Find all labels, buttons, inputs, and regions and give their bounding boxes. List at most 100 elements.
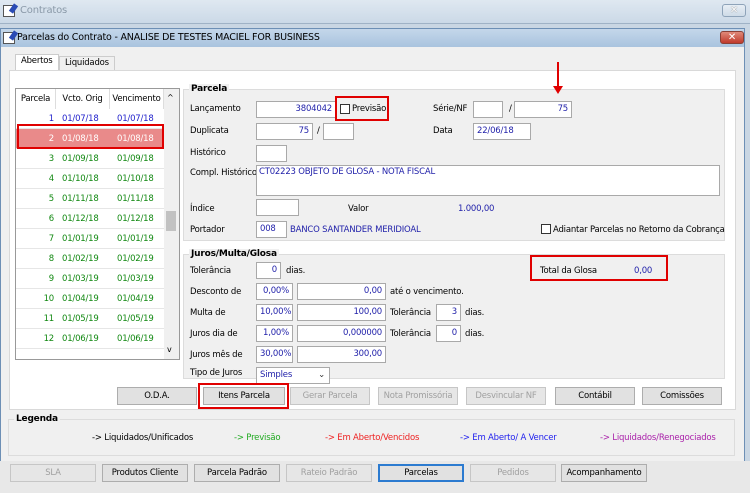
duplicata-field[interactable]: 75 [256,123,313,140]
table-row[interactable]: 9 01/03/19 01/03/19 [16,269,164,289]
tolerancia-label: Tolerância [190,266,231,276]
outer-title-bar: Contratos ✕ [0,0,750,24]
col-vencimento[interactable]: Vencimento [110,89,164,109]
table-row[interactable]: 3 01/09/18 01/09/18 [16,149,164,169]
cell-vencimento: 01/06/19 [117,334,154,344]
portador-label: Portador [190,225,225,235]
legend-item: -> Em Aberto/Vencidos [325,433,420,443]
col-vcto-orig[interactable]: Vcto. Orig [56,89,110,109]
table-row[interactable]: 5 01/11/18 01/11/18 [16,189,164,209]
juros-mes-value-field[interactable]: 300,00 [297,346,386,363]
contract-icon [3,5,15,17]
grid-scrollbar[interactable]: ^ v [164,89,179,359]
data-field[interactable]: 22/06/18 [473,123,531,140]
sla-button[interactable]: SLA [10,464,96,482]
tab-liquidados[interactable]: Liquidados [59,56,115,70]
data-label: Data [433,126,453,136]
cell-vencimento: 01/08/18 [117,134,154,144]
multa-pct-field[interactable]: 10,00% [256,304,293,321]
indice-field[interactable] [256,199,299,216]
table-row[interactable]: 6 01/12/18 01/12/18 [16,209,164,229]
desconto-pct-field[interactable]: 0,00% [256,283,293,300]
cell-parcela: 11 [43,314,55,324]
juros-dia-tolerancia-field[interactable]: 0 [436,325,461,342]
multa-value-field[interactable]: 100,00 [297,304,386,321]
tipo-juros-select[interactable]: Simples ⌄ [256,367,330,384]
legend-item: -> Liquidados/Unificados [92,433,194,443]
juros-dia-pct-field[interactable]: 1,00% [256,325,293,342]
nf-field[interactable]: 75 [514,101,572,118]
close-button[interactable]: ✕ [720,31,744,44]
contabil-button[interactable]: Contábil [555,387,635,405]
cell-vcto-orig: 01/10/18 [62,174,99,184]
oda-button[interactable]: O.D.A. [117,387,197,405]
portador-code-field[interactable]: 008 [256,221,287,238]
compl-historico-label: Compl. Histórico [190,168,257,178]
col-parcela[interactable]: Parcela [16,89,56,109]
table-row[interactable]: 10 01/04/19 01/04/19 [16,289,164,309]
cell-vencimento: 01/04/19 [117,294,154,304]
cell-parcela: 10 [43,294,55,304]
ate-vencimento-label: até o vencimento. [390,287,464,297]
adiantar-label: Adiantar Parcelas no Retorno da Cobrança [553,225,725,235]
cell-parcela: 5 [48,194,54,204]
cell-vcto-orig: 01/04/19 [62,294,99,304]
historico-field[interactable] [256,145,287,162]
acompanhamento-button[interactable]: Acompanhamento [561,464,647,482]
parcelas-button[interactable]: Parcelas [378,464,464,482]
desconto-label: Desconto de [190,287,242,297]
scroll-up-icon[interactable]: ^ [167,93,174,102]
cell-parcela: 4 [48,174,54,184]
tolerancia-field[interactable]: 0 [256,262,281,279]
previsao-checkbox[interactable] [340,104,350,114]
tipo-juros-label: Tipo de Juros [190,368,243,378]
desconto-value-field[interactable]: 0,00 [297,283,386,300]
dias-label: dias. [286,266,306,276]
juros-dia-tolerancia-label: Tolerância [390,329,431,339]
duplicata2-field[interactable] [323,123,354,140]
desvincular-nf-button[interactable]: Desvincular NF [466,387,546,405]
compl-historico-field[interactable]: CT02223 OBJETO DE GLOSA - NOTA FISCAL [256,165,720,196]
juros-mes-pct-field[interactable]: 30,00% [256,346,293,363]
outer-close-button[interactable]: ✕ [722,4,746,17]
cell-vcto-orig: 01/06/19 [62,334,99,344]
table-row[interactable]: 4 01/10/18 01/10/18 [16,169,164,189]
itens-parcela-button[interactable]: Itens Parcela [203,387,285,405]
legend-item: -> Liquidados/Renegociados [600,433,716,443]
comissoes-button[interactable]: Comissões [642,387,722,405]
table-row[interactable]: 8 01/02/19 01/02/19 [16,249,164,269]
table-row[interactable]: 1 01/07/18 01/07/18 [16,109,164,129]
pedidos-button[interactable]: Pedidos [470,464,556,482]
table-row[interactable]: 7 01/01/19 01/01/19 [16,229,164,249]
cell-vencimento: 01/11/18 [117,194,154,204]
annotation-highlight [198,383,289,409]
parcelas-grid[interactable]: Parcela Vcto. Orig Vencimento 1 01/07/18… [15,88,180,360]
parcela-padrao-button[interactable]: Parcela Padrão [194,464,280,482]
tab-abertos[interactable]: Abertos [15,54,59,70]
produtos-cliente-button[interactable]: Produtos Cliente [102,464,188,482]
cell-parcela: 9 [48,274,54,284]
dias-label: dias. [465,329,485,339]
total-glosa-label: Total da Glosa [540,266,597,276]
gerar-parcela-button[interactable]: Gerar Parcela [290,387,370,405]
rateio-padrao-button[interactable]: Rateio Padrão [286,464,372,482]
scroll-down-icon[interactable]: v [167,345,172,354]
outer-window-title: Contratos [20,5,68,16]
lancamento-field[interactable]: 3804042 [256,101,336,118]
scroll-thumb[interactable] [166,211,176,231]
cell-vcto-orig: 01/11/18 [62,194,99,204]
duplicata-label: Duplicata [190,126,229,136]
slash: / [317,126,320,136]
multa-tolerancia-field[interactable]: 3 [436,304,461,321]
table-row[interactable]: 11 01/05/19 01/05/19 [16,309,164,329]
adiantar-checkbox[interactable] [541,224,551,234]
cell-parcela: 8 [48,254,54,264]
serie-field[interactable] [473,101,503,118]
contract-icon [3,32,15,44]
portador-name: BANCO SANTANDER MERIDIOAL [290,225,421,235]
nota-promissoria-button[interactable]: Nota Promissória [378,387,458,405]
serie-nf-label: Série/NF [433,104,468,114]
table-row[interactable]: 12 01/06/19 01/06/19 [16,329,164,349]
cell-vencimento: 01/03/19 [117,274,154,284]
juros-dia-value-field[interactable]: 0,000000 [297,325,386,342]
